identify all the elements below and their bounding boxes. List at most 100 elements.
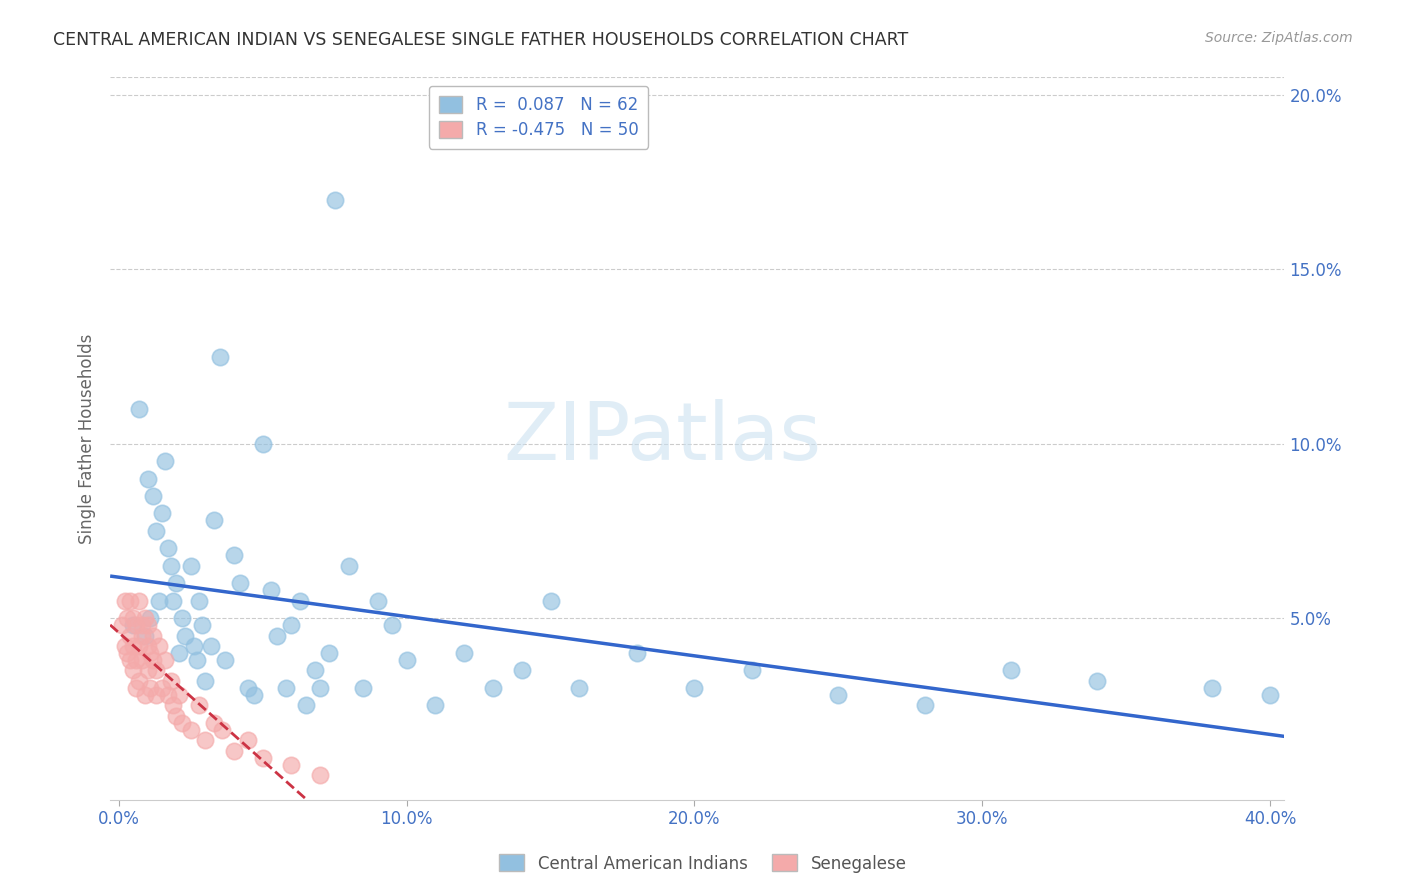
Point	[162, 593, 184, 607]
Point	[142, 629, 165, 643]
Point	[165, 576, 187, 591]
Point	[280, 618, 302, 632]
Point	[252, 750, 274, 764]
Point	[295, 698, 318, 713]
Point	[145, 664, 167, 678]
Point	[238, 681, 260, 695]
Point	[156, 688, 179, 702]
Point	[741, 664, 763, 678]
Point	[134, 629, 156, 643]
Point	[162, 698, 184, 713]
Point	[145, 688, 167, 702]
Point	[510, 664, 533, 678]
Point	[174, 629, 197, 643]
Point	[260, 583, 283, 598]
Point	[125, 653, 148, 667]
Legend: R =  0.087   N = 62, R = -0.475   N = 50: R = 0.087 N = 62, R = -0.475 N = 50	[429, 86, 648, 149]
Point	[243, 688, 266, 702]
Point	[128, 401, 150, 416]
Point	[172, 611, 194, 625]
Point	[827, 688, 849, 702]
Point	[117, 611, 139, 625]
Point	[120, 593, 142, 607]
Point	[626, 646, 648, 660]
Point	[228, 576, 250, 591]
Point	[136, 639, 159, 653]
Point	[125, 681, 148, 695]
Point	[156, 541, 179, 556]
Point	[142, 489, 165, 503]
Point	[153, 454, 176, 468]
Legend: Central American Indians, Senegalese: Central American Indians, Senegalese	[492, 847, 914, 880]
Point	[114, 639, 136, 653]
Point	[683, 681, 706, 695]
Point	[208, 350, 231, 364]
Point	[148, 593, 170, 607]
Point	[136, 618, 159, 632]
Text: CENTRAL AMERICAN INDIAN VS SENEGALESE SINGLE FATHER HOUSEHOLDS CORRELATION CHART: CENTRAL AMERICAN INDIAN VS SENEGALESE SI…	[53, 31, 908, 49]
Point	[128, 673, 150, 688]
Point	[139, 646, 162, 660]
Point	[381, 618, 404, 632]
Point	[165, 708, 187, 723]
Point	[1258, 688, 1281, 702]
Point	[214, 653, 236, 667]
Point	[352, 681, 374, 695]
Point	[122, 618, 145, 632]
Point	[180, 723, 202, 737]
Point	[367, 593, 389, 607]
Point	[159, 558, 181, 573]
Point	[142, 653, 165, 667]
Point	[139, 611, 162, 625]
Point	[395, 653, 418, 667]
Point	[145, 524, 167, 538]
Text: Source: ZipAtlas.com: Source: ZipAtlas.com	[1205, 31, 1353, 45]
Point	[482, 681, 505, 695]
Point	[194, 673, 217, 688]
Point	[238, 733, 260, 747]
Point	[274, 681, 297, 695]
Point	[172, 715, 194, 730]
Point	[202, 715, 225, 730]
Point	[188, 593, 211, 607]
Point	[1085, 673, 1108, 688]
Point	[139, 681, 162, 695]
Point	[167, 688, 190, 702]
Point	[125, 618, 148, 632]
Y-axis label: Single Father Households: Single Father Households	[79, 334, 96, 543]
Point	[540, 593, 562, 607]
Point	[194, 733, 217, 747]
Point	[309, 768, 332, 782]
Point	[1000, 664, 1022, 678]
Point	[211, 723, 233, 737]
Point	[180, 558, 202, 573]
Point	[309, 681, 332, 695]
Point	[150, 507, 173, 521]
Text: ZIPatlas: ZIPatlas	[503, 400, 821, 477]
Point	[131, 629, 153, 643]
Point	[568, 681, 591, 695]
Point	[1201, 681, 1223, 695]
Point	[222, 744, 245, 758]
Point	[191, 618, 214, 632]
Point	[153, 653, 176, 667]
Point	[304, 664, 326, 678]
Point	[222, 549, 245, 563]
Point	[288, 593, 311, 607]
Point	[120, 653, 142, 667]
Point	[186, 653, 208, 667]
Point	[183, 639, 205, 653]
Point	[111, 618, 134, 632]
Point	[266, 629, 288, 643]
Point	[280, 757, 302, 772]
Point	[134, 688, 156, 702]
Point	[120, 629, 142, 643]
Point	[188, 698, 211, 713]
Point	[114, 593, 136, 607]
Point	[323, 193, 346, 207]
Point	[453, 646, 475, 660]
Point	[425, 698, 447, 713]
Point	[117, 646, 139, 660]
Point	[128, 639, 150, 653]
Point	[136, 472, 159, 486]
